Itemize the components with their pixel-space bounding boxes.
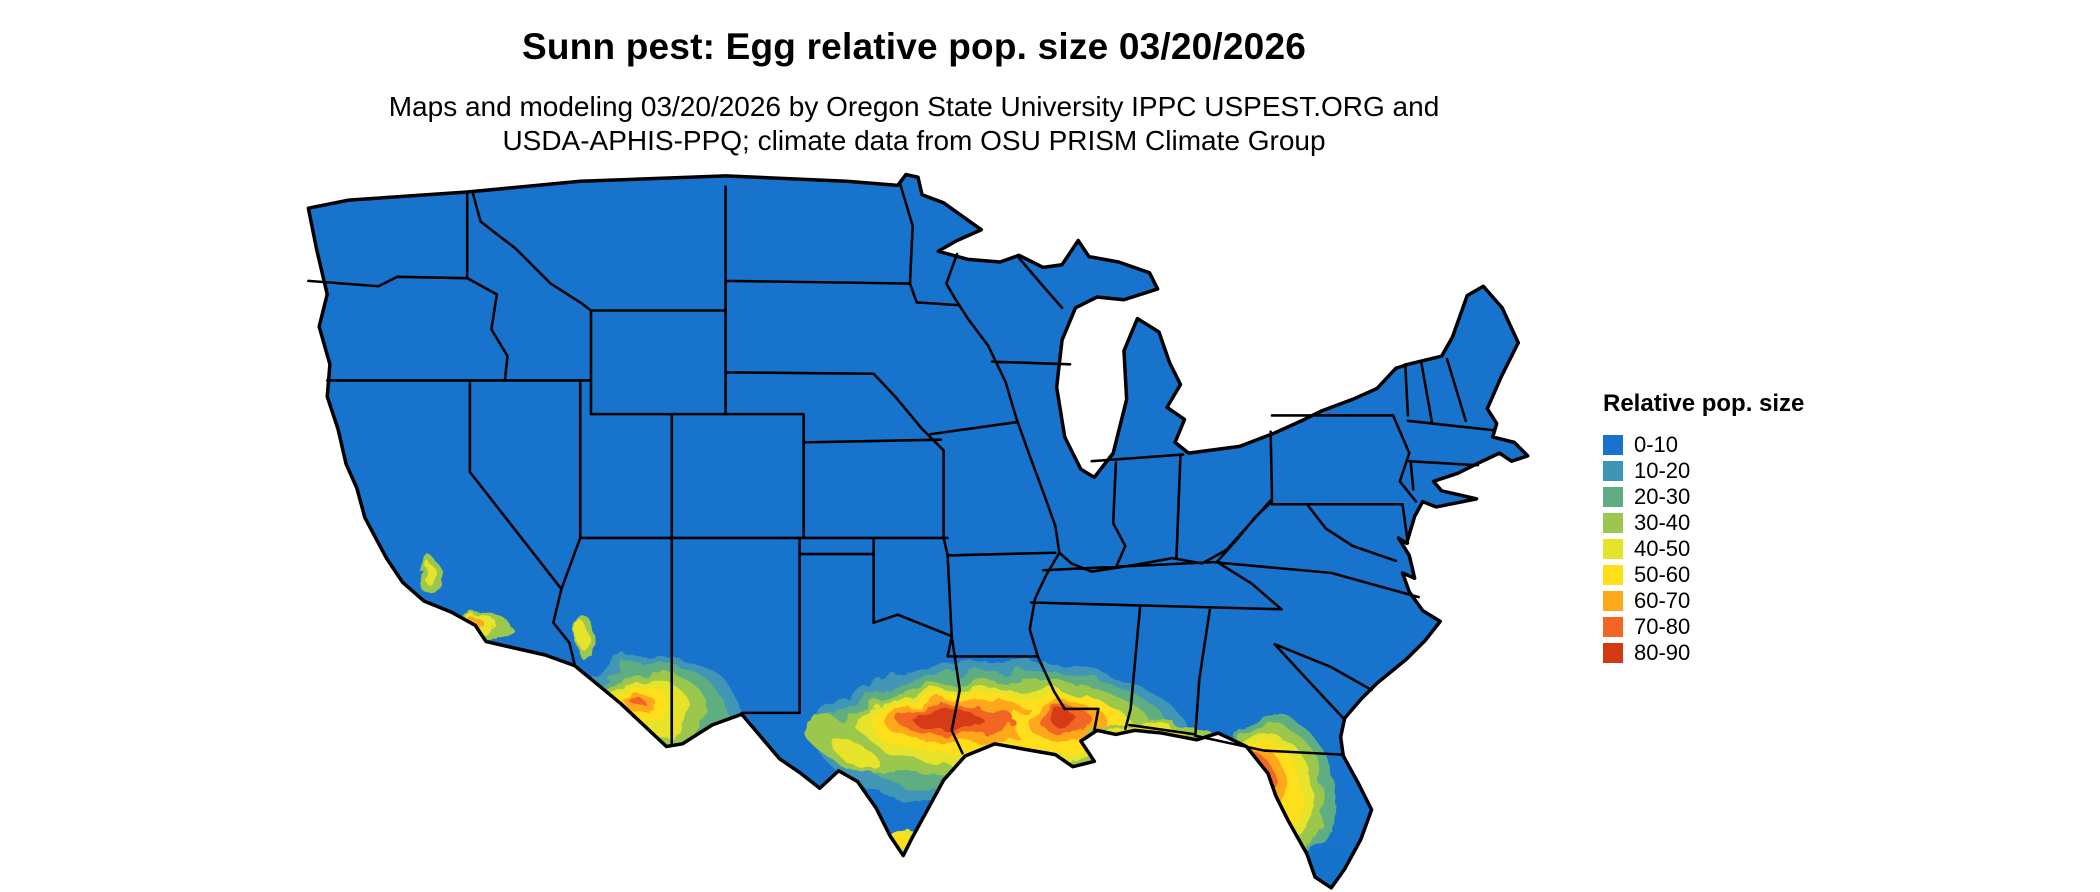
state-borders [307, 184, 1496, 756]
legend-label: 10-20 [1634, 458, 1691, 483]
legend: Relative pop. size 0-10 10-20 20-30 30-4… [1603, 390, 1804, 666]
page-title: Sunn pest: Egg relative pop. size 03/20/… [521, 26, 1307, 67]
heat-blob-arizona [630, 696, 644, 705]
legend-label: 70-80 [1634, 614, 1691, 639]
heat-blob-louisiana [1048, 711, 1076, 725]
legend-swatch [1603, 513, 1623, 533]
legend-swatch [1603, 643, 1623, 663]
legend-swatch [1603, 591, 1623, 611]
legend-swatch [1603, 435, 1623, 455]
legend-row: 80-90 [1603, 640, 1804, 666]
legend-row: 60-70 [1603, 588, 1804, 614]
legend-swatch [1603, 565, 1623, 585]
legend-row: 20-30 [1603, 484, 1804, 510]
legend-label: 40-50 [1634, 536, 1691, 561]
legend-label: 50-60 [1634, 562, 1691, 587]
subtitle-line-2: USDA-APHIS-PPQ; climate data from OSU PR… [502, 125, 1326, 156]
legend-row: 50-60 [1603, 562, 1804, 588]
legend-label: 60-70 [1634, 588, 1691, 613]
legend-label: 20-30 [1634, 484, 1691, 509]
legend-row: 0-10 [1603, 432, 1804, 458]
legend-row: 70-80 [1603, 614, 1804, 640]
legend-swatch [1603, 617, 1623, 637]
legend-title: Relative pop. size [1603, 390, 1805, 417]
legend-row: 40-50 [1603, 536, 1804, 562]
legend-swatch [1603, 461, 1623, 481]
subtitle-line-1: Maps and modeling 03/20/2026 by Oregon S… [388, 91, 1440, 122]
legend-label: 80-90 [1634, 640, 1691, 665]
legend-swatch [1603, 539, 1623, 559]
heat-blob-texas [912, 710, 983, 730]
legend-swatch [1603, 487, 1623, 507]
header: Sunn pest: Egg relative pop. size 03/20/… [268, 0, 1560, 158]
heat-blob-rio-grande [830, 737, 880, 770]
us-map-container [268, 165, 1560, 892]
legend-label: 30-40 [1634, 510, 1691, 535]
legend-label: 0-10 [1634, 432, 1679, 457]
us-map [306, 172, 1530, 890]
heat-blob-colorado-river [577, 622, 589, 650]
legend-row: 10-20 [1603, 458, 1804, 484]
page-subtitle: Maps and modeling 03/20/2026 by Oregon S… [268, 90, 1560, 158]
heat-blob-central-california [422, 562, 434, 584]
legend-row: 30-40 [1603, 510, 1804, 536]
